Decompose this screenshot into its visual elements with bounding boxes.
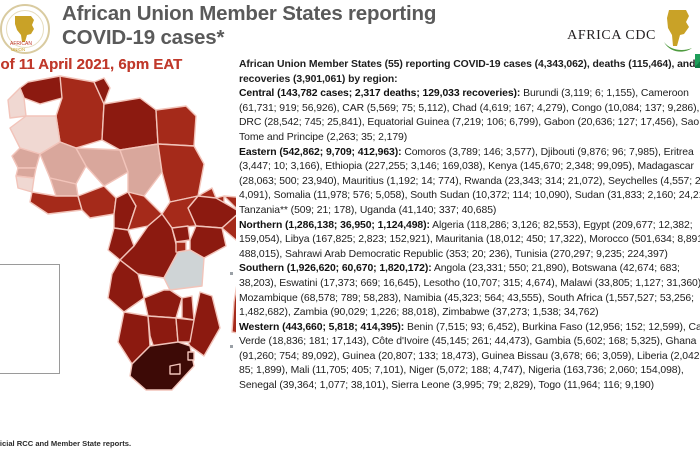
report-intro-paragraph: African Union Member States (55) reporti… (239, 59, 696, 85)
country-libya (101, 97, 159, 151)
regional-statistics-text: African Union Member States (55) reporti… (236, 54, 700, 467)
region-countries-eastern: Comoros (3,789; 146; 3,577), Djibouti (9… (239, 146, 700, 216)
green-accent-marker (695, 54, 700, 68)
au-logo-ring (0, 4, 50, 54)
footnote-line-2: ry 2020 (0, 450, 216, 461)
region-paragraph-northern: Northern (1,286,138; 36,950; 1,124,498):… (239, 219, 700, 263)
country-uganda (171, 225, 191, 243)
region-name-central: Central (239, 88, 275, 100)
country-sudan (157, 143, 205, 203)
country-sierra-leone-liberia (15, 175, 35, 193)
country-malawi (181, 295, 195, 321)
region-countries-northern: Algeria (118,286; 3,126; 82,553), Egypt … (239, 219, 700, 260)
region-paragraph-western: Western (443,660; 5,818; 414,395): Benin… (239, 321, 700, 394)
country-tunisia (93, 77, 111, 105)
region-paragraph-central: Central (143,782 cases; 2,317 deaths; 12… (239, 87, 700, 145)
region-paragraph-southern: Southern (1,926,620; 60,670; 1,820,172):… (239, 262, 700, 320)
region-summary-eastern: (542,862; 9,709; 412,963): (279, 146, 402, 158)
map-graphic (7, 75, 236, 391)
region-name-eastern: Eastern (239, 146, 277, 158)
region-summary-western: (443,660; 5,818; 414,395): (282, 321, 405, 333)
region-summary-central: (143,782 cases; 2,317 deaths; 129,033 re… (277, 88, 521, 100)
page-title-line1: African Union Member States reporting (62, 2, 437, 25)
page-title-line2: COVID-19 cases* (62, 26, 225, 49)
country-niger (75, 147, 129, 187)
map-legend: territory 00,000 0,000 (0, 264, 60, 374)
africa-cdc-africa-icon (664, 10, 692, 52)
african-union-logo: AFRICAN UNION (0, 2, 50, 58)
region-name-southern: Southern (239, 263, 284, 275)
country-eswatini (187, 351, 195, 361)
country-lesotho (169, 363, 181, 375)
page-header: AFRICAN UNION African Union Member State… (0, 0, 700, 54)
country-nigeria (77, 185, 117, 219)
legend-title: territory (0, 270, 53, 279)
region-name-northern: Northern (239, 219, 283, 231)
country-western-sahara (7, 87, 27, 119)
report-date: s of 11 April 2021, 6pm EAT (0, 56, 183, 73)
svg-text:UNION: UNION (11, 47, 25, 52)
country-somalia (221, 195, 236, 241)
au-logo-text: AFRICAN UNION (10, 41, 32, 52)
au-logo-africa-shape (15, 16, 34, 42)
footnote-line-1: ken from official RCC and Member State r… (0, 439, 132, 449)
country-madagascar (231, 285, 236, 334)
region-countries-western: Benin (7,515; 93; 6,452), Burkina Faso (… (239, 321, 700, 392)
country-zambia (143, 289, 183, 319)
legend-row: 0,000 (0, 297, 53, 308)
region-name-western: Western (239, 321, 280, 333)
country-west-coast-states (29, 191, 83, 215)
map-footnote: ken from official RCC and Member State r… (0, 438, 216, 461)
legend-row: 00,000 (0, 284, 53, 295)
africa-cdc-logo-text: AFRICA CDC (567, 28, 656, 43)
region-countries-southern: Angola (23,331; 550; 21,890), Botswana (… (239, 263, 700, 319)
country-egypt (155, 105, 197, 147)
region-paragraph-eastern: Eastern (542,862; 9,709; 412,963): Comor… (239, 146, 700, 219)
country-south-africa (129, 341, 195, 391)
country-tanzania (163, 249, 205, 291)
country-zimbabwe (175, 317, 195, 343)
svg-text:AFRICAN: AFRICAN (10, 41, 32, 47)
region-summary-southern: (1,926,620; 60,670; 1,820,172): (286, 263, 432, 275)
africa-choropleth-map: territory 00,000 0,000 ken from official… (0, 52, 236, 467)
region-summary-northern: (1,286,138; 36,950; 1,124,498): (285, 219, 430, 231)
scroll-dot (230, 272, 233, 275)
scroll-dot (230, 345, 233, 348)
region-countries-central: Burundi (3,119; 6; 1,155), Cameroon (61,… (239, 88, 700, 143)
africa-cdc-logo: AFRICA CDC (567, 2, 698, 54)
